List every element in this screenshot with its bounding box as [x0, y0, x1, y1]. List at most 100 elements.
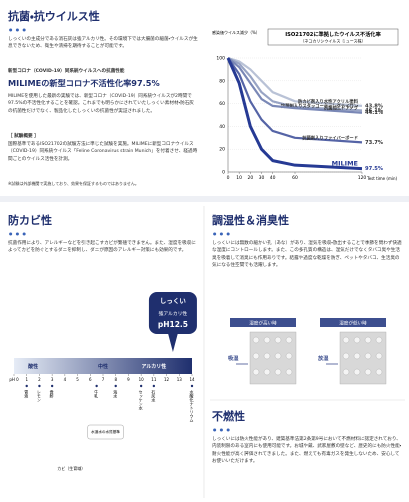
ph-tick-label: 8 [114, 377, 117, 382]
series-line [227, 57, 363, 114]
x-tick-label: 10 [236, 175, 242, 181]
ph-item-label: 牛乳 [94, 389, 99, 398]
series-line [227, 57, 363, 112]
ph-tick-label: 14 [189, 377, 195, 382]
pore [364, 336, 372, 344]
x-axis-label: Test time (min) [366, 176, 398, 181]
diagram-action: 放湿 [317, 354, 329, 362]
note: カビ（生育域） [57, 465, 85, 471]
headline: MILIMEの新型コロナ不活性化率97.5% [8, 78, 160, 88]
pore [342, 352, 350, 360]
dots: ● ● ● [213, 427, 232, 432]
x-tick-label: 60 [292, 175, 298, 181]
ph-tick-label: 7 [102, 377, 105, 382]
ph-tick-label: pH 0 [9, 377, 19, 382]
paragraph: しっくいには無数の細かい孔（あな）があり、湿気を吸収・放出することで季節を問わず… [212, 241, 402, 269]
zone-label: アルカリ性 [141, 363, 166, 370]
pore [375, 352, 383, 360]
dots: ● ● ● [9, 27, 28, 32]
subheading: 新型コロナ（COVID-19）同系統ウイルスへの抗菌性能 [8, 69, 125, 74]
ph-item-label: 水酸化ナトリウム [190, 389, 195, 423]
y-axis-label: 感染価ウイルス減少（%） [212, 29, 260, 35]
ph-item-marker [190, 384, 194, 388]
series-name: MILIME [332, 160, 358, 168]
pore [364, 368, 372, 376]
note: 水道水の水質基準 [91, 429, 120, 434]
x-tick-label: 40 [270, 175, 276, 181]
x-tick-label: 30 [259, 175, 265, 181]
y-tick-label: 60 [219, 101, 225, 107]
diagram-action: 吸湿 [228, 354, 239, 362]
x-tick-label: 120 [358, 175, 367, 181]
subheading: ［ 試験概要 ］ [8, 134, 39, 139]
paragraph: しっくいには防火性能があり、建築基準法第2条第9号において不燃材料に認定されてお… [212, 437, 402, 465]
diagram-header-label: 湿度が低い時 [339, 320, 367, 327]
series-line [226, 57, 363, 171]
pore [342, 336, 350, 344]
series-line [227, 57, 363, 144]
pore [274, 336, 282, 344]
ph-item-marker [139, 384, 143, 388]
end-label: 44.1% [365, 110, 384, 116]
ph-item-label: 石灰水 [151, 390, 156, 402]
zone-label: 中性 [98, 363, 108, 370]
end-label: 97.5% [365, 166, 384, 172]
pore [353, 336, 361, 344]
ph-item-marker [95, 384, 98, 388]
ph-item-marker [38, 384, 41, 388]
end-label: 73.7% [365, 140, 384, 146]
y-tick-label: 100 [216, 56, 225, 62]
pore [364, 352, 372, 360]
pore [274, 352, 282, 360]
x-tick-label: 0 [227, 175, 230, 181]
ph-item-marker [50, 384, 54, 388]
ph-bar [14, 358, 192, 374]
end-label: 43.8% [365, 103, 384, 109]
paragraph: MILIMEを使用した最新の実験では、新型コロナ（COVID-19）同系統ウイル… [8, 94, 194, 114]
paragraph: 抗菌作用により、アレルギーなどを引き起こすカビが繁殖できません。また、湿度を吸収… [8, 241, 196, 254]
y-tick-label: 0 [222, 170, 225, 176]
section-title: 不燃性 [212, 410, 245, 423]
pore [342, 368, 350, 376]
series-name: 抗菌加工ドアノブ [324, 105, 359, 112]
y-tick-label: 20 [219, 147, 225, 153]
pore [252, 352, 260, 360]
chart-subtitle: （ネコカリシウイルス ミュース株） [301, 38, 366, 44]
ph-item-marker [114, 384, 117, 388]
ph-tick-label: 2 [38, 377, 41, 382]
paragraph: しっくいの主成分である消石灰は強アルカリ性。その環境下では大腸菌の細菌・ウイルス… [8, 37, 198, 50]
dots: ● ● ● [9, 231, 28, 236]
pore [252, 336, 260, 344]
ph-tick-label: 1 [25, 377, 28, 382]
section-title: 抗菌・抗ウイルス性 [8, 10, 100, 23]
bubble-title: しっくい [160, 297, 187, 305]
series-name: 抗菌剤入りスタッコーティングナイロン [281, 102, 359, 109]
section-title: 調湿性＆消臭性 [212, 214, 289, 227]
ph-tick-label: 5 [76, 377, 79, 382]
ph-tick-label: 12 [164, 377, 170, 382]
pore [375, 336, 383, 344]
pore [375, 368, 383, 376]
diagram-header [230, 318, 296, 327]
pore [263, 336, 271, 344]
ph-item-label: 食酢 [50, 389, 55, 399]
bubble-ph: pH12.5 [158, 320, 188, 329]
note-box [87, 424, 124, 440]
y-tick-label: 80 [219, 78, 225, 84]
ph-item-label: レモン [37, 390, 42, 402]
ph-item-marker [25, 384, 28, 388]
pore [274, 368, 282, 376]
ph-tick-label: 13 [177, 377, 183, 382]
ph-tick-label: 10 [139, 377, 145, 382]
bubble-sub: 強アルカリ性 [159, 310, 188, 317]
ph-item-label: 海水 [113, 389, 118, 398]
pore [285, 352, 293, 360]
diagram-header [320, 318, 386, 327]
pore [285, 368, 293, 376]
paragraph: 国際基準であるISO21702の試験方法に準じた試験を実施。MILIMEに新型コ… [8, 142, 198, 162]
pore [285, 336, 293, 344]
separator [0, 196, 409, 202]
